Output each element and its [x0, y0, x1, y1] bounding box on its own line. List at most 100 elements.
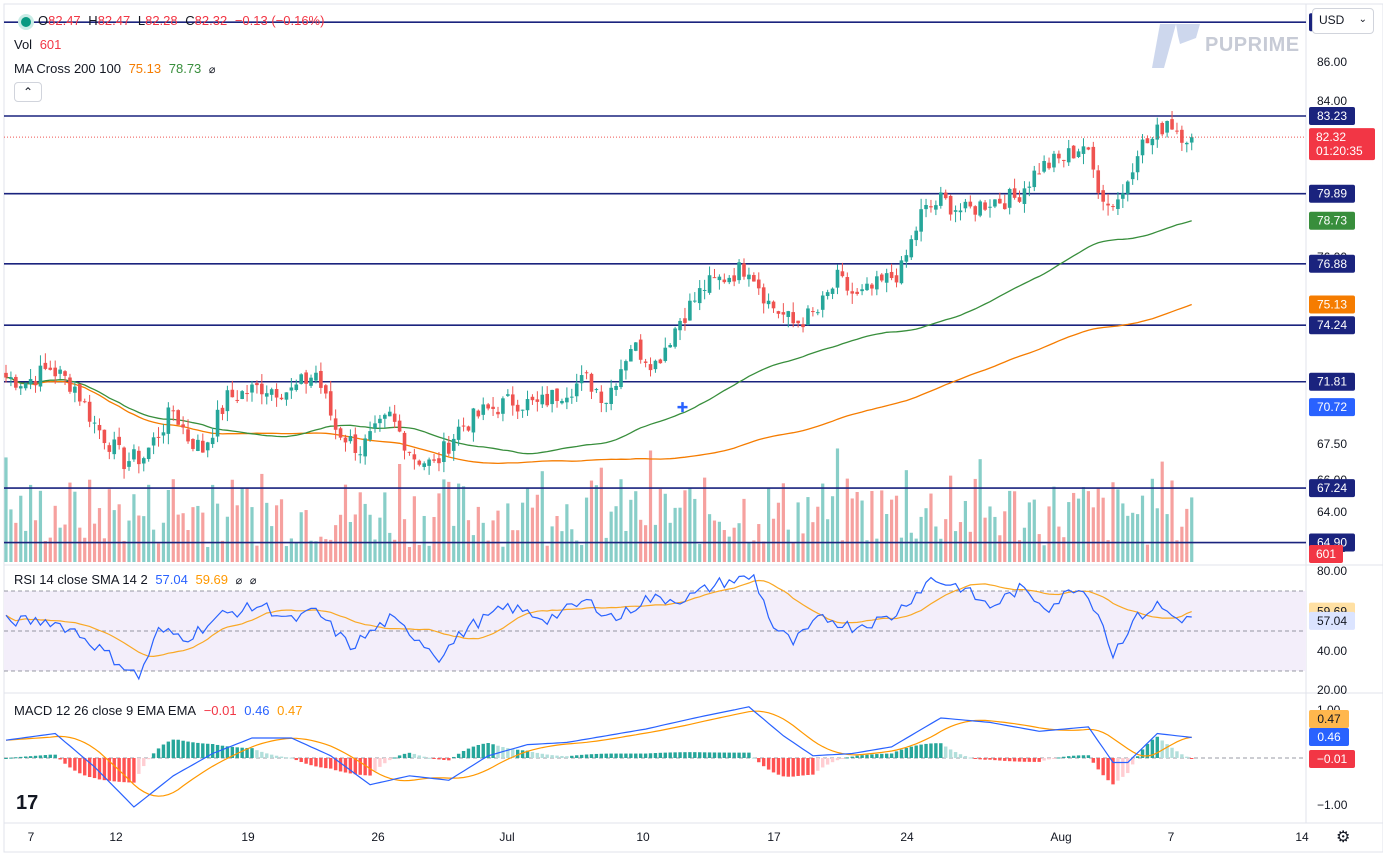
volume-bar: [968, 531, 972, 562]
macd-histogram-bar: [289, 757, 294, 759]
macd-histogram-bar: [73, 758, 77, 771]
candle-body: [884, 273, 889, 283]
macd-histogram-bar: [884, 753, 889, 758]
candle: [988, 199, 992, 218]
candle: [914, 226, 918, 247]
candle: [633, 341, 638, 352]
candle: [102, 429, 107, 450]
candle: [58, 365, 62, 380]
candle-body: [673, 328, 677, 347]
volume-bar: [801, 533, 805, 562]
volume-bar: [619, 479, 623, 562]
macd-histogram-bar: [565, 756, 569, 758]
volume-bar: [776, 502, 781, 562]
candle: [727, 275, 732, 285]
volume-bar: [565, 504, 569, 562]
macd-line: [5, 706, 1192, 808]
candle-body: [771, 301, 776, 309]
rsi-value: 57.04: [155, 572, 188, 587]
candle-body: [501, 398, 505, 414]
rsi-label: RSI 14 close SMA 14 2: [14, 572, 148, 587]
candle: [117, 427, 121, 450]
macd-histogram-bar: [570, 755, 574, 758]
candle-body: [496, 411, 500, 415]
candle: [939, 186, 943, 209]
price-level-tag: [1309, 254, 1355, 273]
macd-histogram-bar: [383, 758, 387, 764]
candle-body: [958, 210, 963, 213]
candle-body: [299, 374, 303, 384]
candle: [550, 389, 554, 413]
macd-histogram-bar: [712, 752, 717, 758]
candle-body: [506, 394, 510, 396]
candle: [1042, 155, 1046, 174]
volume-bar: [570, 529, 574, 562]
candle: [1150, 137, 1155, 155]
candle: [1086, 146, 1091, 151]
candle: [791, 302, 795, 328]
rsi-axis-label: 20.00: [1317, 683, 1347, 697]
volume-bar: [791, 542, 795, 562]
volume-bar: [1150, 478, 1154, 562]
macd-histogram-bar: [1160, 740, 1164, 758]
macd-histogram-bar: [934, 743, 938, 758]
volume-bar: [993, 516, 997, 562]
candle: [146, 447, 151, 462]
volume-bar: [530, 507, 535, 562]
candle-body: [1180, 129, 1184, 143]
candle-body: [422, 463, 426, 467]
candle-body: [1071, 145, 1076, 159]
candle-body: [1170, 119, 1174, 130]
candle-body: [579, 375, 584, 384]
ma100-tag: [1309, 211, 1355, 230]
candle-body: [766, 300, 771, 305]
volume-bar: [870, 491, 874, 562]
candle-body: [363, 438, 367, 457]
candle-body: [609, 387, 613, 404]
volume-tag-label: 601: [1316, 547, 1336, 561]
candle-body: [796, 320, 800, 324]
volume-bar: [835, 448, 840, 562]
candle: [978, 199, 982, 218]
candle: [4, 364, 8, 383]
candle-body: [132, 449, 136, 460]
currency-select[interactable]: USD ⌄: [1312, 8, 1374, 34]
volume-bar: [678, 507, 682, 562]
volume-bar: [147, 484, 151, 562]
candle-body: [48, 367, 53, 370]
macd-histogram-bar: [727, 752, 731, 758]
candle: [368, 421, 372, 442]
candle-body: [1062, 159, 1066, 161]
volume-bar: [521, 502, 525, 562]
candle-body: [324, 385, 328, 394]
volume-bar: [875, 538, 879, 562]
rsi-hide-icon[interactable]: ⌀: [235, 575, 243, 587]
candle-body: [530, 396, 535, 401]
candle-body: [624, 361, 628, 371]
volume-bar: [762, 541, 766, 562]
candle-body: [963, 201, 968, 209]
candle-body: [412, 454, 417, 460]
price-level-label: 74.24: [1317, 318, 1347, 332]
candle-body: [1130, 172, 1135, 180]
macd-histogram-bar: [1086, 755, 1091, 758]
candle-body: [924, 205, 928, 210]
candle: [574, 373, 579, 402]
volume-bar: [235, 505, 239, 562]
candle: [599, 385, 604, 413]
candle: [176, 409, 180, 425]
gear-icon[interactable]: ⚙: [1336, 829, 1351, 846]
candle-body: [486, 404, 490, 409]
rsi-hide-icon-2[interactable]: ⌀: [249, 575, 257, 587]
candle: [619, 359, 623, 390]
macd-tag: [1309, 728, 1349, 746]
candle-body: [845, 277, 850, 291]
collapse-legend-button[interactable]: ⌃: [14, 82, 42, 102]
candle: [806, 305, 810, 326]
candle: [963, 198, 968, 213]
candle: [161, 423, 166, 444]
hide-indicator-icon[interactable]: ⌀: [208, 64, 216, 76]
macd-histogram-bar: [486, 743, 490, 758]
candle-body: [491, 406, 495, 409]
